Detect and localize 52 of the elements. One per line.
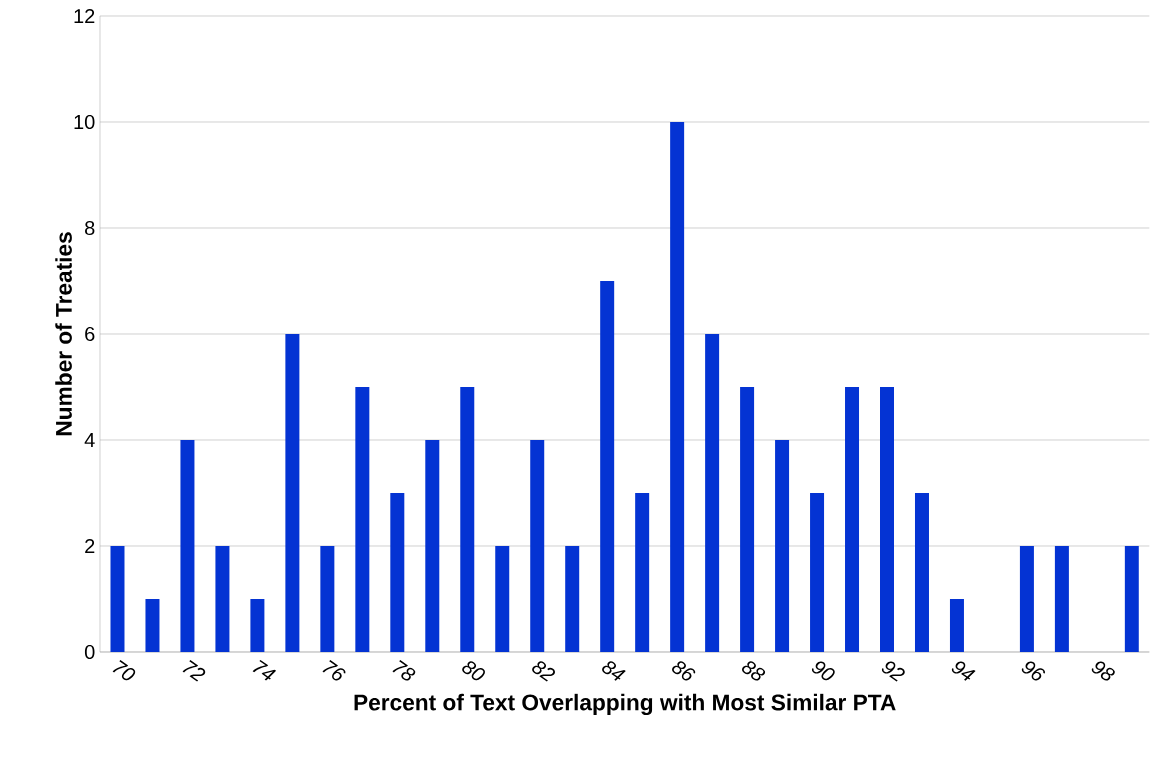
x-tick-label: 70 xyxy=(112,660,136,681)
x-tick-label: 76 xyxy=(322,660,346,681)
x-axis-title: Percent of Text Overlapping with Most Similar PTA xyxy=(354,693,896,716)
y-axis-title: Number of Treaties xyxy=(55,232,72,436)
bar xyxy=(425,440,440,652)
bar xyxy=(880,387,895,652)
bar xyxy=(495,546,510,652)
x-tick-label: 96 xyxy=(1021,661,1045,681)
y-tick-label: 10 xyxy=(74,114,95,130)
bar xyxy=(670,121,685,652)
x-tick-label: 80 xyxy=(462,661,485,681)
x-tick-label: 84 xyxy=(602,661,626,681)
y-tick-label: 2 xyxy=(85,539,95,553)
x-tick-label: 72 xyxy=(182,660,206,682)
y-tick-label: 4 xyxy=(84,433,95,447)
bar xyxy=(355,387,370,652)
x-tick-label: 86 xyxy=(672,661,696,681)
x-tick-label: 78 xyxy=(392,660,416,681)
y-tick-label: 6 xyxy=(85,326,95,342)
bar xyxy=(705,334,720,652)
bar xyxy=(775,440,790,652)
bar xyxy=(845,387,860,652)
bar xyxy=(390,493,405,652)
y-tick-label: 12 xyxy=(74,9,95,23)
x-tick-label: 94 xyxy=(951,661,976,681)
bar xyxy=(110,546,125,652)
bar xyxy=(635,493,650,652)
bar xyxy=(810,493,825,652)
x-tick-label: 98 xyxy=(1091,661,1115,681)
x-tick-label: 92 xyxy=(881,661,905,682)
bar xyxy=(250,599,265,652)
bar xyxy=(949,599,964,652)
bar xyxy=(320,546,335,652)
bar xyxy=(1019,546,1034,652)
bar xyxy=(285,334,300,652)
bar xyxy=(1054,546,1069,652)
y-tick-label: 0 xyxy=(84,644,95,660)
bar xyxy=(740,387,755,652)
x-tick-label: 74 xyxy=(252,659,277,681)
bar xyxy=(600,281,615,652)
bar xyxy=(914,493,929,652)
x-tick-label: 82 xyxy=(532,661,555,682)
bar xyxy=(145,599,160,652)
bar xyxy=(530,440,545,652)
bar xyxy=(565,546,580,652)
bar xyxy=(180,440,195,652)
bar xyxy=(460,387,475,652)
x-tick-label: 90 xyxy=(811,661,835,681)
bar xyxy=(1124,546,1139,652)
bar xyxy=(215,546,230,652)
y-tick-label: 8 xyxy=(85,220,95,236)
x-tick-label: 88 xyxy=(741,661,766,681)
